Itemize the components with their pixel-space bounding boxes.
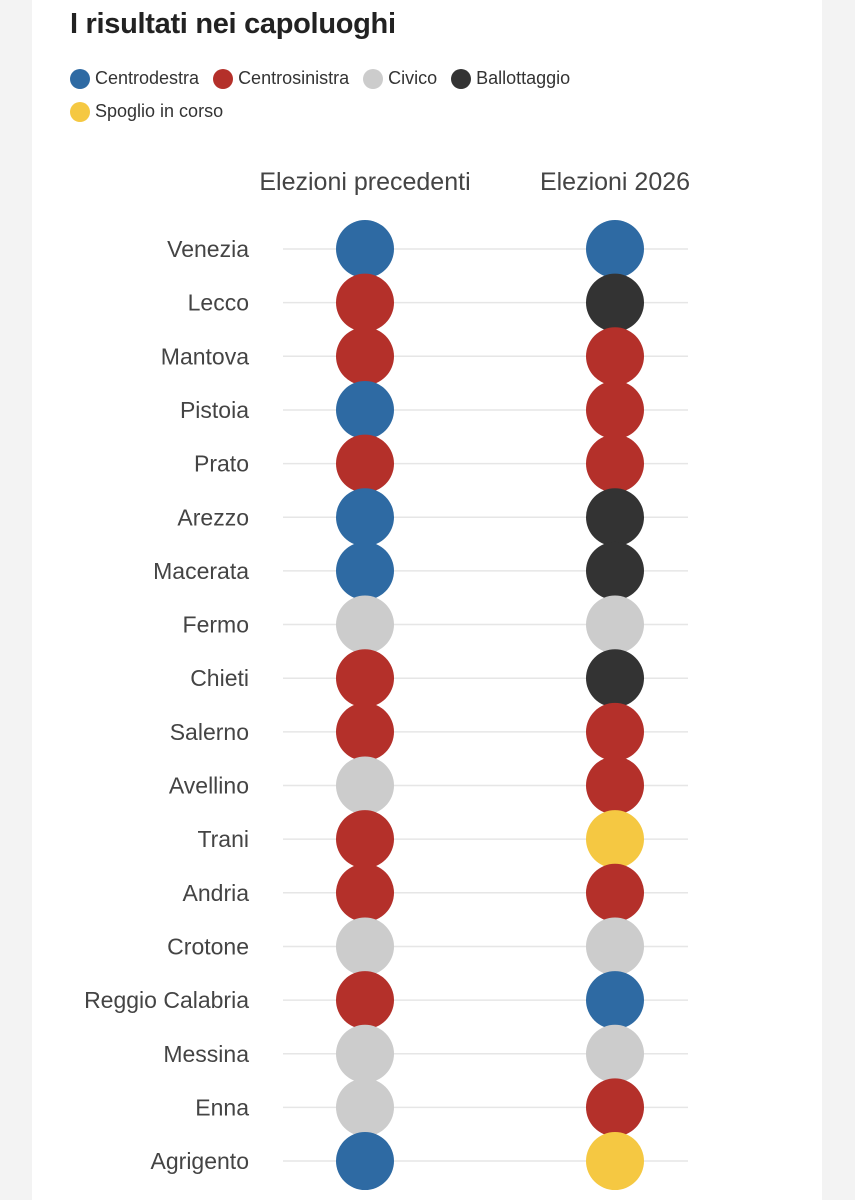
result-dot-2026 bbox=[586, 220, 644, 278]
city-label: Avellino bbox=[169, 773, 249, 799]
city-label: Lecco bbox=[188, 290, 249, 316]
result-dot-previous bbox=[336, 863, 394, 922]
legend-swatch bbox=[70, 68, 90, 89]
city-label: Messina bbox=[163, 1041, 249, 1067]
result-dot-2026 bbox=[586, 971, 644, 1030]
legend-label: Ballottaggio bbox=[476, 68, 571, 88]
result-dot-2026 bbox=[586, 273, 644, 332]
legend-swatch bbox=[70, 101, 90, 122]
result-dot-previous bbox=[336, 810, 394, 869]
legend: Centrodestra Centrosinistra Civico Ballotta… bbox=[70, 68, 690, 122]
city-label: Andria bbox=[183, 880, 250, 906]
result-dot-2026 bbox=[586, 434, 644, 493]
result-dot-previous bbox=[336, 702, 394, 761]
result-dot-previous bbox=[336, 327, 394, 386]
legend-label: Centrosinistra bbox=[238, 68, 350, 88]
city-label: Crotone bbox=[167, 933, 249, 959]
result-dot-previous bbox=[336, 220, 394, 278]
city-label: Arezzo bbox=[177, 504, 249, 530]
city-label: Enna bbox=[195, 1094, 249, 1120]
legend-swatch bbox=[363, 68, 384, 89]
result-dot-2026 bbox=[586, 702, 644, 761]
result-dot-previous bbox=[336, 595, 394, 654]
result-dot-previous bbox=[336, 434, 394, 493]
result-dot-previous bbox=[336, 380, 394, 439]
result-dot-previous bbox=[336, 541, 394, 600]
result-dot-previous bbox=[336, 1078, 394, 1137]
city-label: Reggio Calabria bbox=[84, 987, 249, 1013]
legend-item: Centrosinistra bbox=[213, 68, 349, 89]
result-dot-2026 bbox=[586, 863, 644, 922]
result-dot-previous bbox=[336, 488, 394, 547]
city-label: Pistoia bbox=[180, 397, 249, 423]
city-label: Prato bbox=[194, 451, 249, 477]
city-label: Salerno bbox=[170, 719, 249, 745]
legend-label: Spoglio in corso bbox=[95, 101, 224, 121]
result-dot-2026 bbox=[586, 1024, 644, 1083]
column-header-2026: Elezioni 2026 bbox=[539, 168, 691, 196]
result-dot-2026 bbox=[586, 595, 644, 654]
result-dot-2026 bbox=[586, 917, 644, 976]
result-dot-previous bbox=[336, 971, 394, 1030]
legend-swatch bbox=[213, 68, 234, 89]
result-dot-2026 bbox=[586, 1132, 644, 1191]
result-dot-2026 bbox=[586, 1078, 644, 1137]
result-dot-2026 bbox=[586, 327, 644, 386]
result-dot-2026 bbox=[586, 810, 644, 869]
result-dot-previous bbox=[336, 1024, 394, 1083]
legend-label: Centrodestra bbox=[95, 68, 200, 88]
legend-swatch bbox=[451, 68, 472, 89]
result-dot-2026 bbox=[586, 488, 644, 547]
result-dot-2026 bbox=[586, 541, 644, 600]
column-header-previous: Elezioni precedenti bbox=[259, 168, 471, 196]
result-dot-2026 bbox=[586, 756, 644, 815]
city-label: Venezia bbox=[167, 236, 249, 262]
city-label: Agrigento bbox=[151, 1148, 249, 1174]
legend-item: Ballottaggio bbox=[451, 68, 570, 89]
city-label: Fermo bbox=[183, 612, 249, 638]
result-dot-previous bbox=[336, 273, 394, 332]
chart-title: I risultati nei capoluoghi bbox=[70, 8, 396, 40]
legend-label: Civico bbox=[388, 68, 438, 88]
result-dot-2026 bbox=[586, 380, 644, 439]
city-label: Trani bbox=[197, 826, 249, 852]
result-dot-previous bbox=[336, 1132, 394, 1191]
city-label: Macerata bbox=[153, 558, 249, 584]
result-dot-previous bbox=[336, 917, 394, 976]
city-label: Mantova bbox=[161, 343, 249, 369]
legend-item: Centrodestra bbox=[70, 68, 199, 89]
result-dot-previous bbox=[336, 756, 394, 815]
legend-item: Civico bbox=[363, 68, 437, 89]
legend-item: Spoglio in corso bbox=[70, 101, 223, 122]
result-dot-previous bbox=[336, 649, 394, 708]
result-dot-2026 bbox=[586, 649, 644, 708]
city-label: Chieti bbox=[190, 665, 249, 691]
